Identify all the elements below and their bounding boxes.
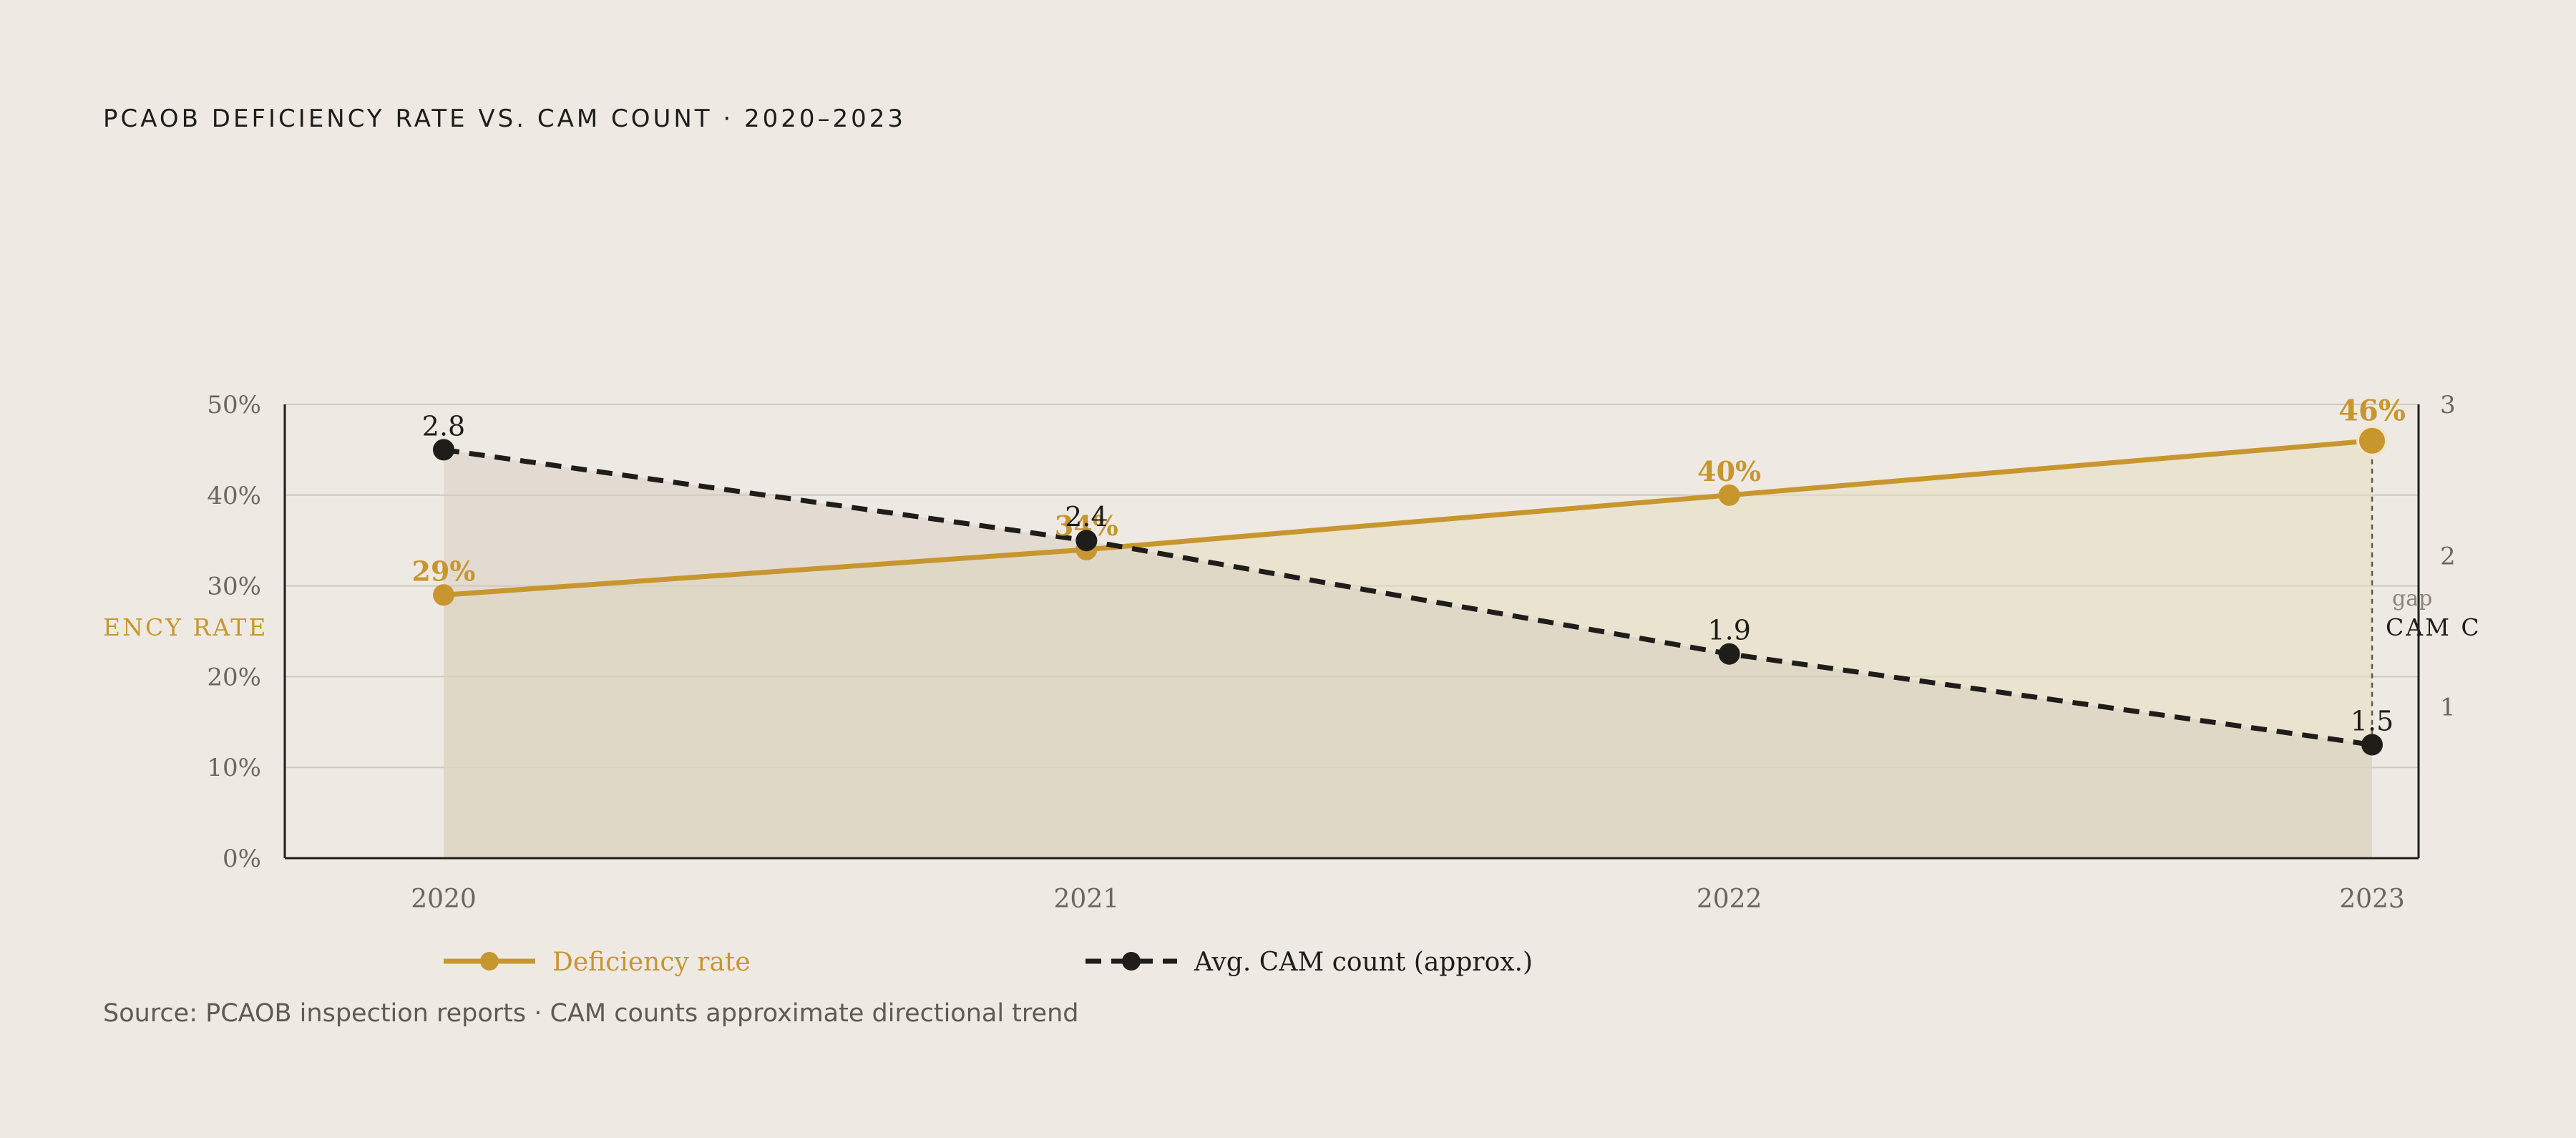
left-axis-title: ENCY RATE	[103, 613, 268, 641]
legend-deficiency-marker	[480, 952, 499, 971]
left-tick-label: 20%	[207, 663, 261, 691]
x-tick-label: 2021	[1054, 885, 1120, 914]
cam-data-label: 1.9	[1707, 615, 1750, 646]
cam-data-label: 2.4	[1065, 501, 1108, 532]
deficiency-line	[443, 438, 2373, 598]
deficiency-data-label: 46%	[2338, 394, 2406, 428]
cam-line	[443, 447, 2373, 747]
cam-data-label: 2.8	[422, 410, 465, 442]
deficiency-data-label: 29%	[412, 555, 476, 587]
chart-title: PCAOB DEFICIENCY RATE VS. CAM COUNT · 20…	[103, 104, 907, 133]
source-note: Source: PCAOB inspection reports · CAM c…	[103, 999, 1079, 1028]
legend-cam-marker	[1122, 952, 1141, 971]
plot-area: 0% 10% 20% 30% 40% 50% 1 2 3 2020 2021 2022 2023 ENCY…	[103, 391, 2482, 977]
x-tick-label: 2020	[411, 885, 477, 914]
left-tick-label: 50%	[207, 391, 261, 419]
left-tick-label: 0%	[223, 845, 261, 873]
cam-point	[1075, 530, 1098, 552]
deficiency-point	[2356, 424, 2388, 457]
left-tick-label: 30%	[207, 573, 261, 601]
x-tick-label: 2022	[1697, 885, 1762, 914]
right-tick-label: 1	[2440, 694, 2456, 722]
left-tick-label: 40%	[207, 482, 261, 510]
deficiency-area	[444, 440, 2372, 858]
right-axis-title: CAM C	[2386, 613, 2482, 641]
deficiency-point	[1718, 484, 1740, 506]
cam-point	[2361, 734, 2383, 756]
legend-deficiency-label: Deficiency rate	[552, 948, 751, 977]
cam-point	[1718, 643, 1740, 665]
cam-data-label: 1.5	[2351, 706, 2394, 737]
right-tick-label: 2	[2440, 542, 2456, 570]
gap-label: gap	[2392, 586, 2432, 611]
x-tick-label: 2023	[2339, 885, 2405, 914]
cam-area	[444, 449, 2372, 858]
left-tick-label: 10%	[207, 754, 261, 782]
legend-cam-label: Avg. CAM count (approx.)	[1194, 948, 1533, 977]
cam-point	[433, 439, 454, 461]
right-tick-label: 3	[2440, 391, 2456, 419]
deficiency-data-label: 40%	[1697, 455, 1761, 487]
deficiency-point	[433, 584, 454, 606]
